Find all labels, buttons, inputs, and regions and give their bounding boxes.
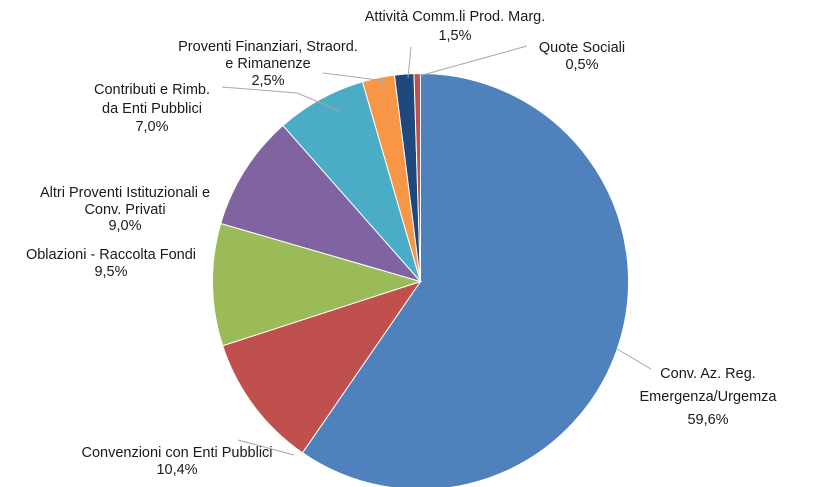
leader-line — [322, 72, 387, 82]
pie-slice — [301, 72, 629, 487]
slice-category-label: Conv. Privati — [84, 202, 165, 218]
leader-line — [407, 46, 412, 79]
slice-category-label: Emergenza/Urgemza — [640, 389, 778, 405]
slice-labels: Conv. Az. Reg. Emergenza/Urgemza 59,6% Conv… — [26, 9, 777, 478]
pie-slice — [413, 72, 421, 282]
slice-category-label: Attività Comm.li Prod. Marg. — [365, 9, 546, 25]
pie-slice — [220, 124, 423, 283]
pie-slice — [212, 222, 423, 347]
pie-slices — [212, 72, 629, 487]
leader-line — [418, 45, 528, 77]
slice-category-label: da Enti Pubblici — [102, 101, 202, 117]
slice-value-label: 9,0% — [108, 218, 141, 234]
leader-line — [616, 348, 652, 370]
slice-category-label: Proventi Finanziari, Straord. — [178, 39, 358, 55]
slice-value-label: 0,5% — [565, 57, 598, 73]
slice-category-label: Convenzioni con Enti Pubblici — [81, 445, 272, 461]
slice-value-label: 9,5% — [94, 264, 127, 280]
leader-lines — [221, 45, 652, 456]
leader-line — [221, 86, 341, 112]
leader-line — [237, 439, 295, 456]
slice-value-label: 10,4% — [156, 462, 197, 478]
slice-category-label: Contributi e Rimb. — [94, 82, 210, 98]
slice-value-label: 1,5% — [438, 28, 471, 44]
slice-category-label: Conv. Az. Reg. — [660, 366, 756, 382]
slice-value-label: 2,5% — [251, 73, 284, 89]
slice-value-label: 7,0% — [135, 119, 168, 135]
slice-category-label: Altri Proventi Istituzionali e — [40, 185, 210, 201]
slice-category-label: Oblazioni - Raccolta Fondi — [26, 247, 196, 263]
slice-category-label: Quote Sociali — [539, 40, 625, 56]
pie-slice — [222, 280, 422, 454]
slice-category-label: e Rimanenze — [225, 56, 310, 72]
slice-value-label: 59,6% — [687, 412, 728, 428]
